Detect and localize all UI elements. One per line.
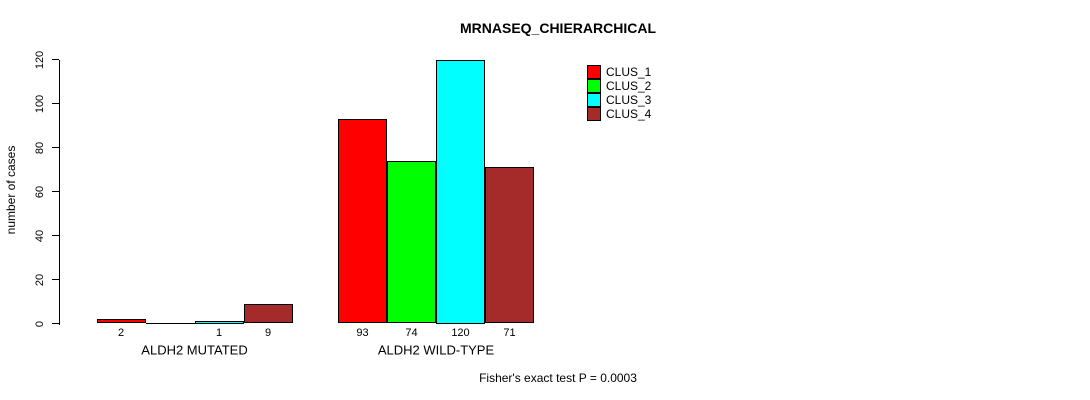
legend-swatch-icon: [587, 79, 601, 93]
bar-clus_3: [194, 321, 244, 324]
y-tick-label: 20: [34, 273, 46, 286]
bar-value-label: 2: [117, 327, 125, 339]
y-axis-line: [59, 59, 60, 325]
legend-label: CLUS_1: [606, 65, 652, 79]
bar-clus_4: [243, 303, 293, 324]
legend-item: CLUS_1: [587, 65, 651, 79]
y-tick: [52, 147, 59, 148]
bar-value-label: 93: [356, 327, 369, 339]
y-tick: [52, 103, 59, 104]
legend: CLUS_1 CLUS_2 CLUS_3 CLUS_4: [587, 65, 651, 121]
chart-title: MRNASEQ_CHIERARCHICAL: [459, 20, 657, 36]
legend-label: CLUS_3: [606, 93, 652, 107]
y-tick-label: 0: [34, 320, 46, 327]
legend-swatch-icon: [587, 65, 601, 79]
y-tick-label: 60: [34, 185, 46, 198]
y-tick: [52, 59, 59, 60]
bar-value-label: 1: [215, 327, 223, 339]
y-tick-label: 40: [34, 229, 46, 242]
bar-value-label: 71: [503, 327, 516, 339]
legend-item: CLUS_2: [587, 79, 651, 93]
x-category-label: ALDH2 MUTATED: [141, 342, 248, 358]
annotation-text: Fisher's exact test P = 0.0003: [479, 371, 637, 385]
y-axis-title-text: number of cases: [4, 145, 18, 235]
y-tick-label: 80: [34, 141, 46, 154]
legend-item: CLUS_4: [587, 107, 651, 121]
bar-clus_2: [387, 160, 436, 324]
legend-label: CLUS_4: [606, 107, 652, 121]
y-tick: [52, 279, 59, 280]
bar-value-label: 9: [264, 327, 272, 339]
legend-item: CLUS_3: [587, 93, 651, 107]
bar-value-label: 74: [405, 327, 418, 339]
bar-clus_1: [96, 319, 146, 324]
bar-clus_4: [485, 167, 534, 324]
y-tick: [52, 191, 59, 192]
y-tick-label: 100: [34, 94, 46, 113]
y-tick: [52, 235, 59, 236]
bar-clus_3: [436, 59, 485, 324]
legend-swatch-icon: [587, 93, 601, 107]
y-tick-label: 120: [34, 50, 46, 69]
bar-clus_1: [338, 118, 387, 324]
x-category-label: ALDH2 WILD-TYPE: [377, 342, 495, 358]
bar-clus_2-zero: [145, 322, 195, 324]
legend-swatch-icon: [587, 107, 601, 121]
bar-value-label: 120: [451, 327, 470, 339]
y-tick: [52, 323, 59, 324]
legend-label: CLUS_2: [606, 79, 652, 93]
